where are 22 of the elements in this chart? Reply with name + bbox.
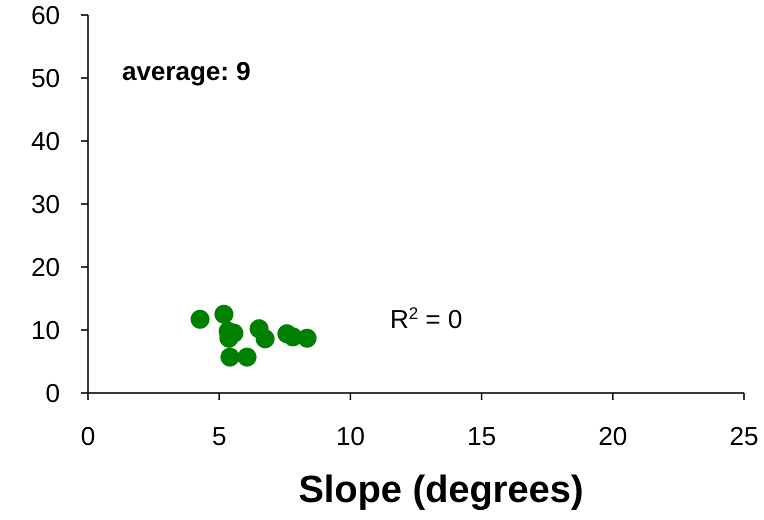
x-tick-label: 5: [212, 421, 226, 451]
point: [214, 304, 234, 324]
annotation: average: 9: [122, 56, 251, 86]
x-tick-label: 25: [730, 421, 758, 451]
y-tick-label: 60: [31, 0, 60, 30]
x-tick-label: 15: [467, 421, 496, 451]
x-axis-title: Slope (degrees): [298, 469, 584, 511]
y-tick-label: 0: [46, 378, 60, 408]
y-tick-label: 40: [31, 126, 60, 156]
x-tick-label: 10: [336, 421, 365, 451]
x-tick-label: 20: [598, 421, 628, 451]
point: [190, 310, 210, 329]
annotation: R$^{2}$ = 0: [390, 304, 462, 334]
point: [220, 348, 240, 367]
point: [256, 329, 275, 348]
point: [298, 328, 317, 348]
x-tick-label: 0: [80, 421, 96, 451]
y-tick-label: 10: [31, 315, 60, 345]
point: [238, 348, 257, 367]
y-tick-label: 20: [31, 252, 60, 282]
y-tick-label: 50: [31, 63, 60, 93]
y-tick-label: 30: [31, 189, 60, 219]
